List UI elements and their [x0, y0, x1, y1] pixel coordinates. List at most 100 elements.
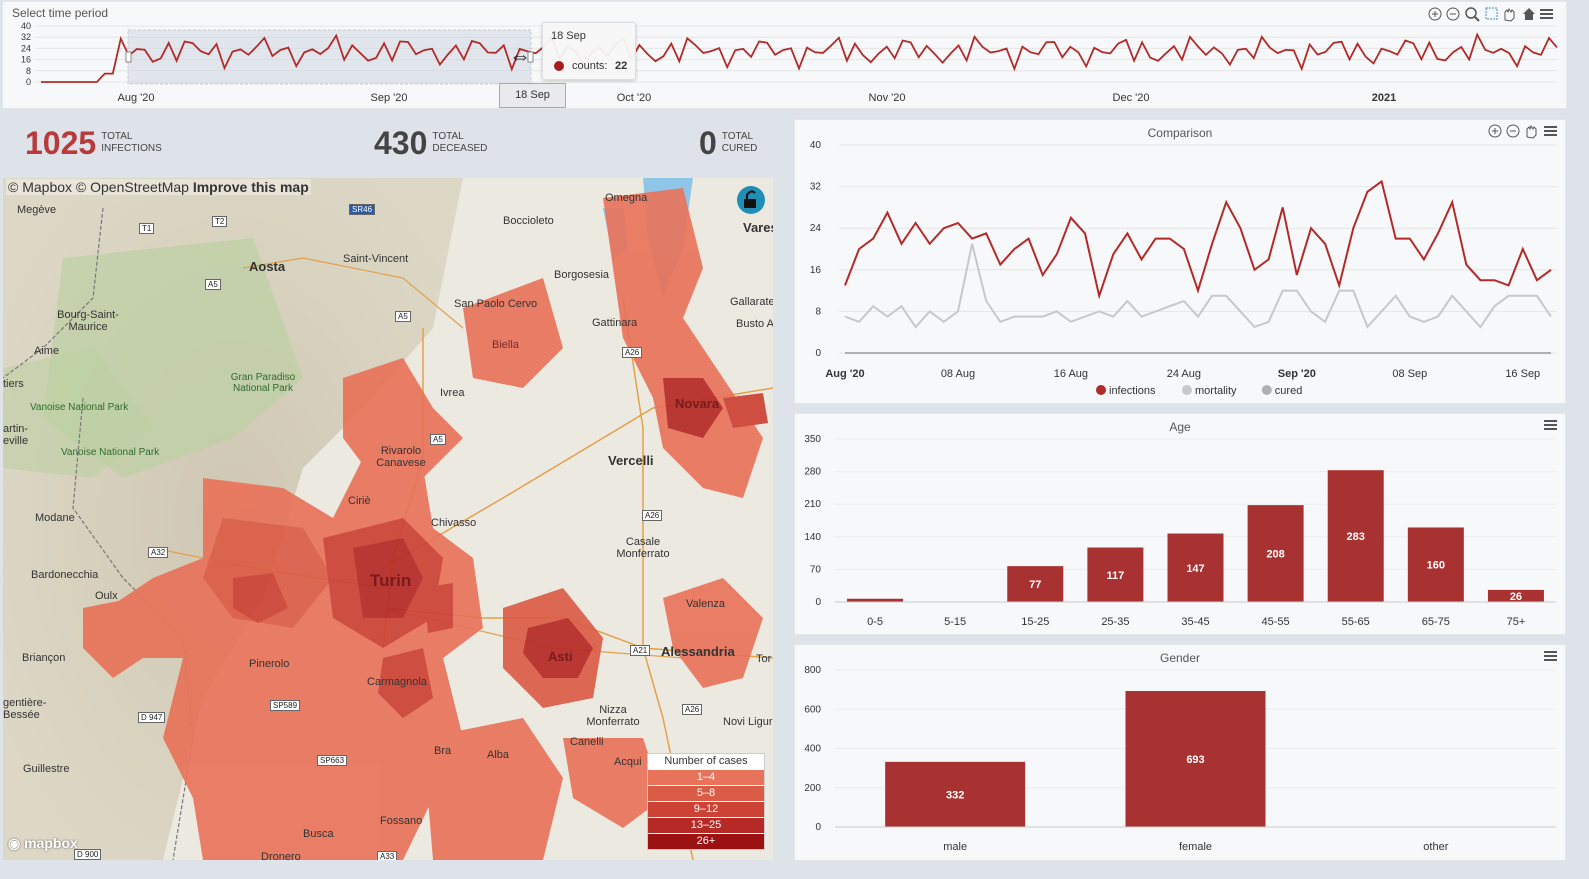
place-label: Rivarolo Canavese: [376, 445, 426, 469]
age-y-tick: 70: [810, 564, 822, 575]
legend-marker-mortality: [1182, 385, 1192, 395]
age-x-label: 45-55: [1262, 616, 1290, 628]
age-bar: [1487, 589, 1544, 602]
pan-hand-icon[interactable]: [1526, 124, 1537, 139]
menu-icon[interactable]: [1544, 420, 1557, 430]
place-label: Aime: [34, 345, 60, 357]
age-data-label: 160: [1427, 560, 1445, 572]
place-label: Busca: [303, 828, 334, 840]
timeline-y-tick: 0: [26, 77, 31, 87]
crosshair-label: 18 Sep: [499, 83, 566, 108]
menu-icon[interactable]: [1544, 651, 1557, 661]
age-chart[interactable]: 0 70 140 210 280 350 0-5 5-15 77 15-25 117 25-35 147…: [795, 414, 1565, 634]
comparison-x-tick: 16 Sep: [1505, 368, 1540, 380]
timeline-x-label: Aug '20: [118, 92, 155, 104]
cases-region-9-12[interactable]: [378, 648, 433, 718]
place-label: tiers: [3, 378, 24, 390]
comparison-y-tick: 0: [815, 348, 821, 359]
comparison-chart[interactable]: 0 8 16 24 32 40 Aug '20 08 Aug 16 Aug 24 Aug Sep '…: [795, 120, 1565, 403]
age-bar: [1407, 527, 1464, 602]
timeline-y-tick: 32: [21, 32, 31, 42]
gender-bar: [1125, 690, 1266, 827]
gender-chart[interactable]: 0 200 400 600 800 332 male 693 female other: [795, 645, 1565, 860]
total-deceased-line1: TOTAL: [432, 131, 464, 142]
gender-title: Gender: [1159, 651, 1201, 665]
cases-region-1-4[interactable]: [563, 738, 663, 828]
timeline-selection: [127, 29, 532, 85]
legend-label-infections: infections: [1109, 385, 1156, 397]
mapbox-logo[interactable]: ◉ mapbox: [8, 835, 78, 852]
age-x-label: 5-15: [944, 616, 966, 628]
cases-region-13-25[interactable]: [353, 538, 423, 618]
place-label: Vanoise National Park: [61, 447, 160, 458]
place-label: Alessandria: [661, 644, 735, 659]
zoom-out-icon[interactable]: [1446, 7, 1460, 21]
age-x-label: 25-35: [1101, 616, 1129, 628]
place-label: Borgosesia: [554, 269, 610, 281]
selection-icon[interactable]: [1485, 7, 1498, 20]
comparison-y-tick: 32: [810, 182, 822, 193]
age-x-label: 65-75: [1422, 616, 1450, 628]
road-shield: SP663: [317, 755, 348, 766]
attribution-improve[interactable]: Improve this map: [192, 179, 309, 195]
cases-region-1-4[interactable]: [83, 598, 143, 678]
cases-region-9-12[interactable]: [423, 583, 453, 633]
comparison-series-infections: [844, 179, 1552, 300]
age-bar: [847, 598, 904, 602]
age-x-label: 55-65: [1342, 616, 1370, 628]
home-icon[interactable]: [1523, 8, 1535, 20]
place-label: Saint-Vincent: [343, 253, 409, 265]
place-label: Boccioleto: [503, 215, 554, 227]
place-label: Guillestre: [23, 763, 70, 775]
attribution-osm[interactable]: © OpenStreetMap: [75, 179, 189, 195]
map-canvas[interactable]: [3, 178, 773, 860]
road-shield: A5: [395, 311, 411, 322]
lock-button[interactable]: [737, 186, 765, 214]
cases-region-13-25[interactable]: [663, 378, 723, 438]
road-shield: A32: [148, 547, 169, 558]
age-bar: [1087, 547, 1144, 602]
magnifier-icon[interactable]: [1465, 7, 1480, 22]
total-cured-line2: CURED: [721, 143, 758, 154]
cases-region-1-4[interactable]: [663, 578, 763, 688]
zoom-in-icon[interactable]: [1428, 7, 1442, 21]
map[interactable]: © Mapbox © OpenStreetMap Improve this ma…: [3, 178, 773, 860]
cases-region-1-4[interactable]: [603, 188, 763, 498]
cases-region-1-4[interactable]: [463, 278, 563, 388]
place-label: Bourg-Saint-Maurice: [57, 309, 119, 333]
cases-region-13-25[interactable]: [523, 618, 593, 678]
legend-row: 1–4: [648, 769, 764, 785]
timeline-tooltip: 18 Sep counts: 22: [542, 22, 636, 80]
place-label: Gran Paradiso National Park: [230, 372, 296, 394]
attribution-mapbox[interactable]: © Mapbox: [8, 179, 73, 195]
cases-region-1-4[interactable]: [423, 718, 563, 860]
place-label: Busto A: [736, 318, 773, 330]
age-y-tick: 210: [804, 499, 821, 510]
menu-icon[interactable]: [1540, 9, 1553, 19]
cases-region-1-4[interactable]: [343, 358, 463, 478]
timeline-x-label: Oct '20: [617, 92, 652, 104]
zoom-in-icon[interactable]: [1488, 124, 1502, 138]
place-label: Vares: [743, 220, 773, 235]
place-label: Turin: [370, 571, 412, 590]
timeline-y-tick: 8: [26, 66, 31, 76]
gender-data-label: 693: [1186, 754, 1204, 766]
road-shield: A26: [642, 510, 663, 521]
comparison-y-tick: 24: [810, 223, 822, 234]
pan-hand-icon[interactable]: [1504, 7, 1515, 22]
menu-icon[interactable]: [1544, 126, 1557, 136]
zoom-out-icon[interactable]: [1506, 124, 1520, 138]
cases-region-9-12[interactable]: [723, 393, 768, 428]
cases-region-9-12[interactable]: [233, 573, 288, 623]
gender-x-label: female: [1179, 841, 1212, 853]
age-x-label: 0-5: [867, 616, 883, 628]
gender-data-label: 332: [946, 789, 964, 801]
legend-row: 9–12: [648, 801, 764, 817]
age-bar: [1247, 505, 1304, 602]
age-data-label: 283: [1347, 531, 1365, 543]
place-label: Bardonecchia: [31, 569, 99, 581]
choropleth-layer[interactable]: [83, 188, 768, 860]
comparison-toolbar: [1488, 124, 1557, 139]
comparison-series-mortality: [844, 243, 1552, 329]
